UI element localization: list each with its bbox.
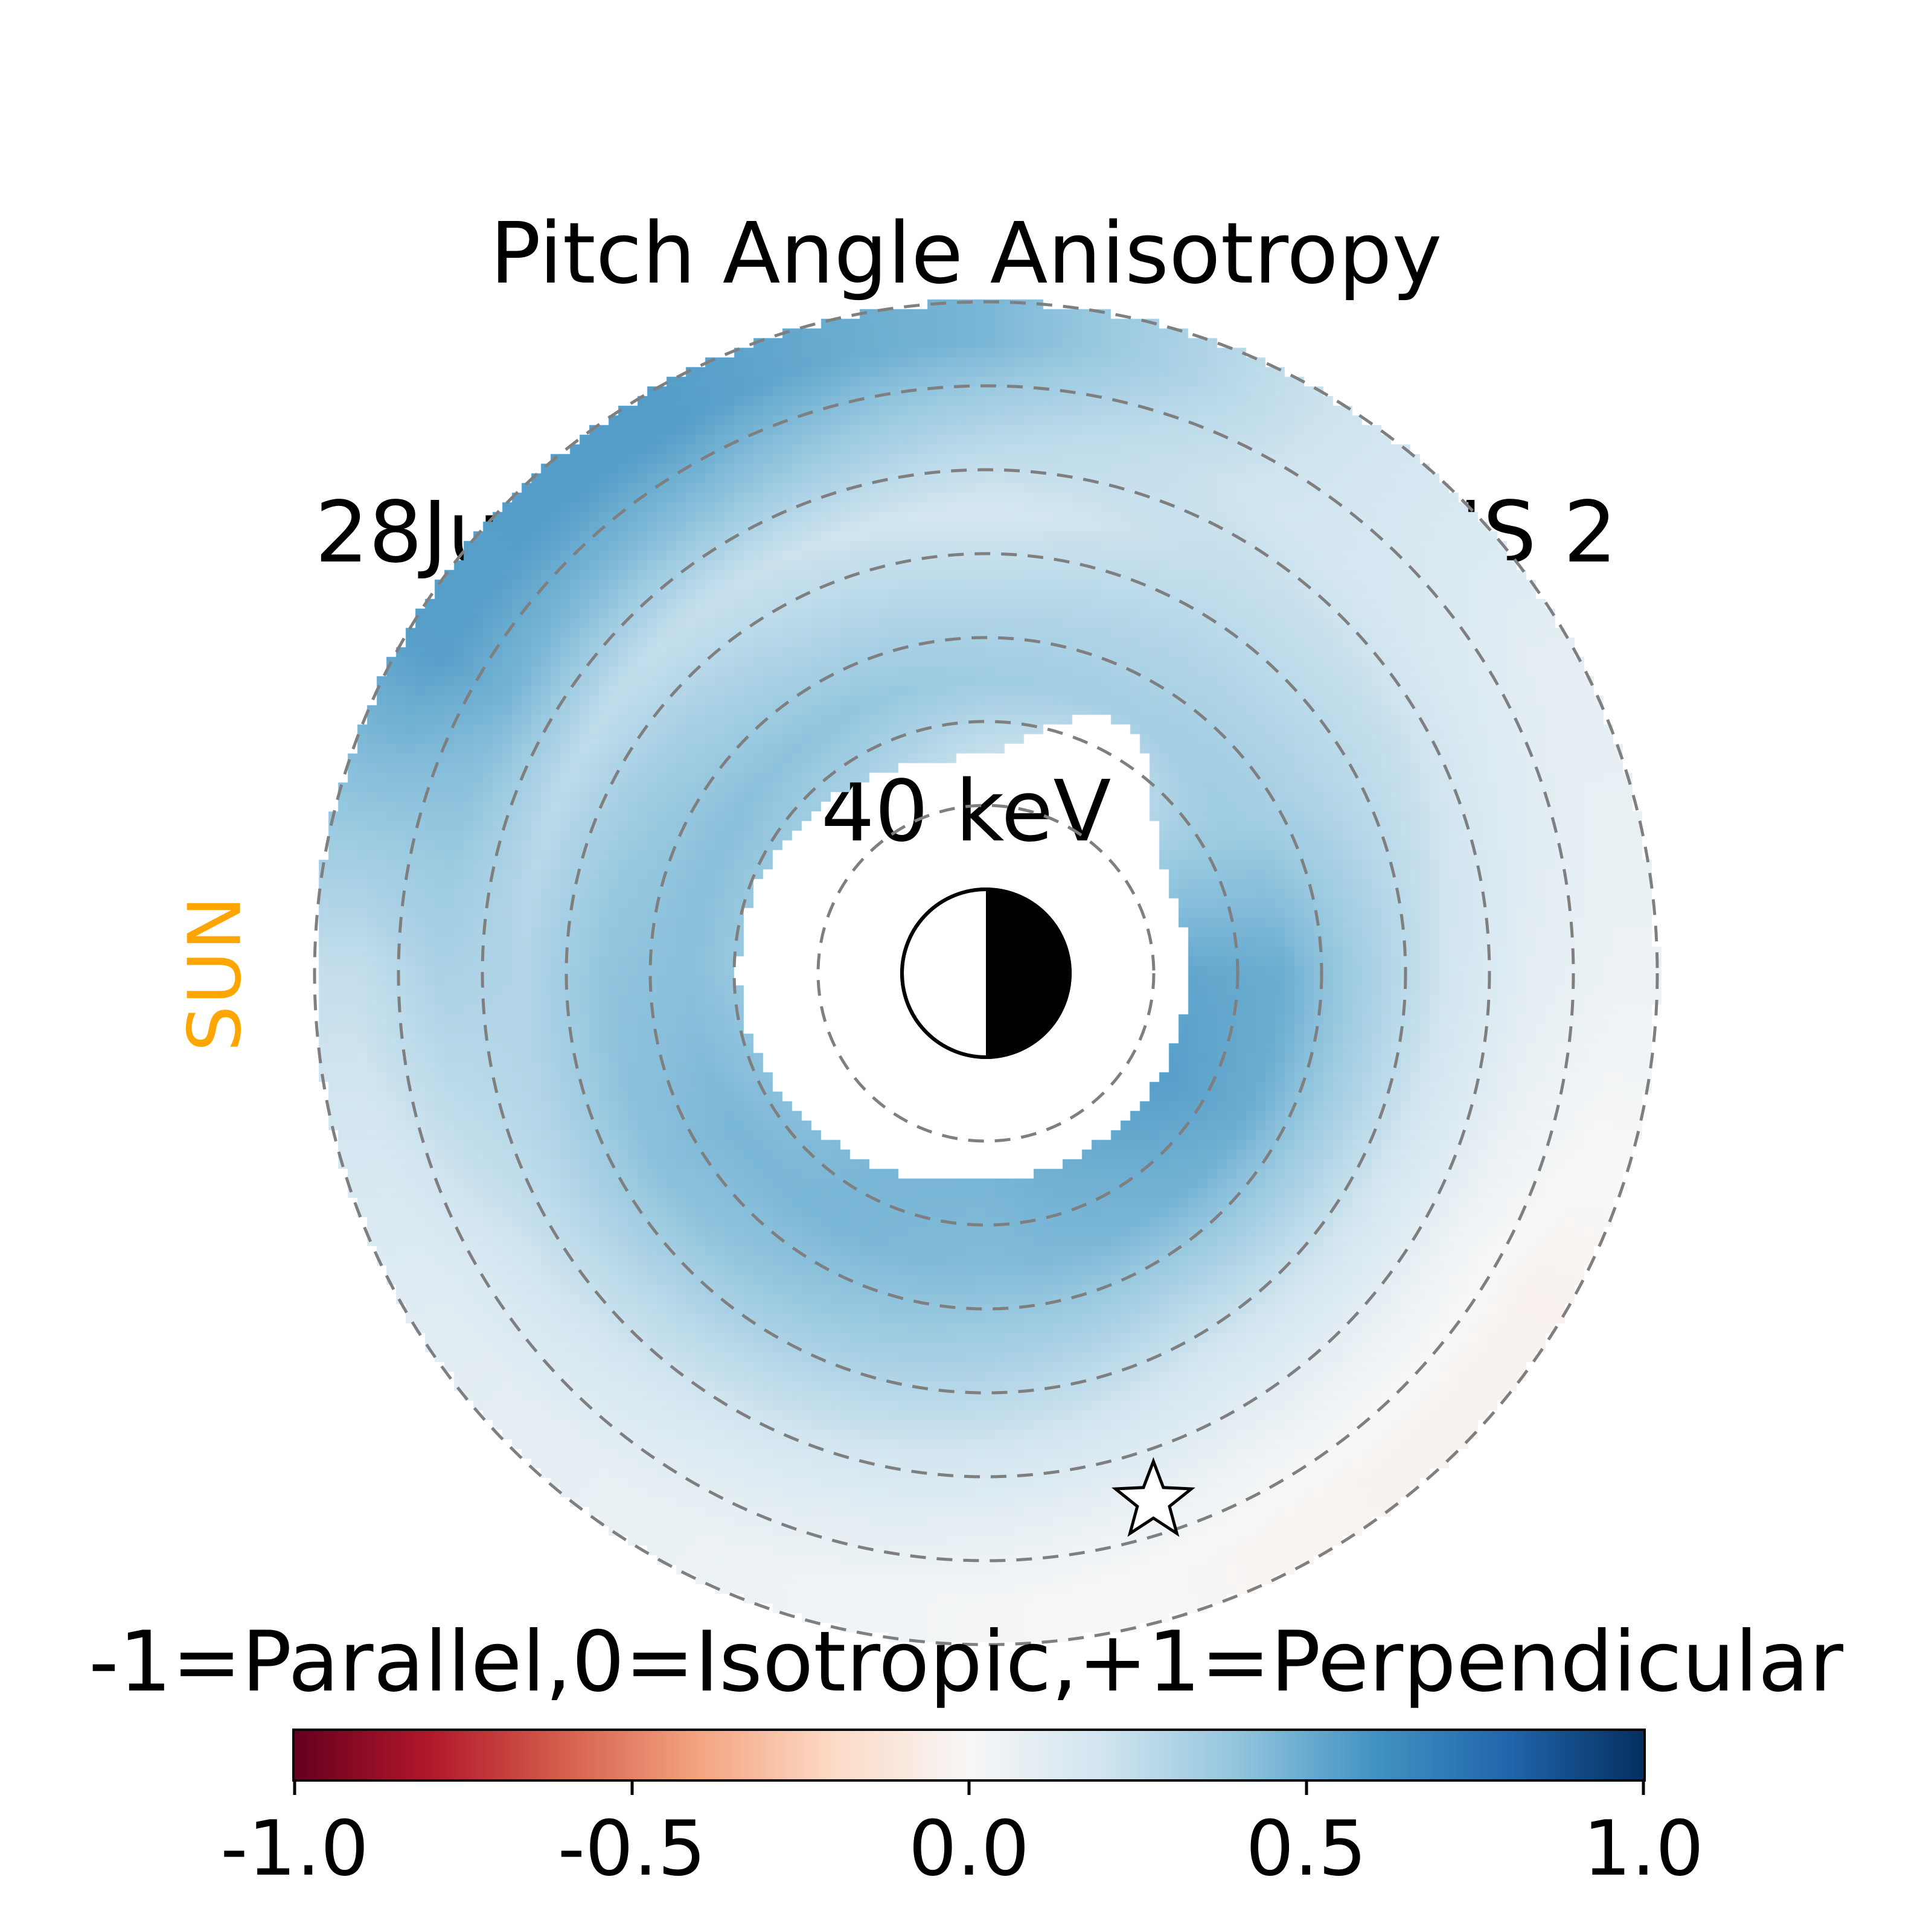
colorbar-tick-label: -0.5: [557, 1804, 706, 1893]
title-line-1: Pitch Angle Anisotropy: [490, 205, 1442, 303]
colorbar-tick-mark: [630, 1782, 633, 1795]
colorbar-tick-label: 0.0: [908, 1804, 1030, 1893]
colorbar: [292, 1729, 1646, 1782]
colorbar-tick-label: 0.5: [1246, 1804, 1367, 1893]
colorbar-tick-label: -1.0: [220, 1804, 369, 1893]
colorbar-tick-mark: [293, 1782, 296, 1795]
colorbar-label: -1=Parallel,0=Isotropic,+1=Perpendicular: [88, 1613, 1844, 1710]
anisotropy-heatmap: [304, 291, 1668, 1655]
colorbar-tick-mark: [1642, 1782, 1645, 1795]
colorbar-tick-mark: [967, 1782, 971, 1795]
colorbar-tick-label: 1.0: [1582, 1804, 1704, 1893]
sun-label: SUN: [173, 895, 258, 1052]
colorbar-tick-mark: [1305, 1782, 1308, 1795]
